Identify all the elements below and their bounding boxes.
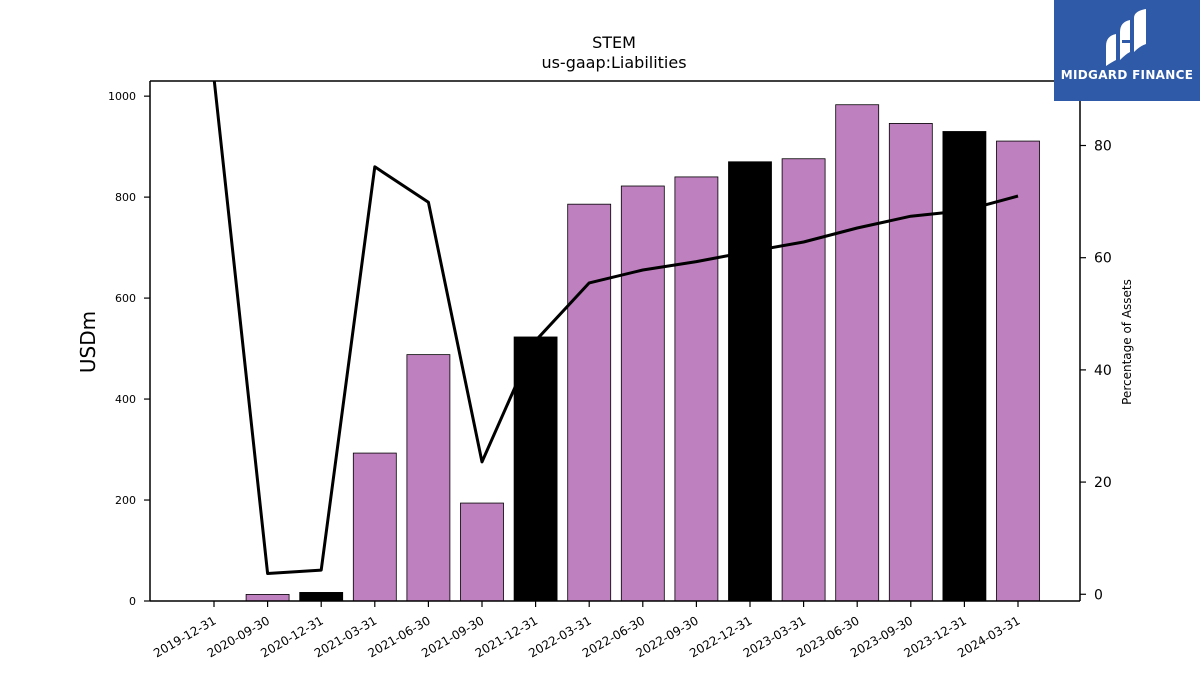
y-tick-label: 0: [129, 595, 136, 608]
bar-2023-09-30: [888, 123, 933, 602]
y2-tick-label: 80: [1094, 139, 1112, 155]
chart-subtitle: us-gaap:Liabilities: [541, 53, 686, 72]
bar-2022-06-30: [620, 185, 665, 602]
midgard-logo-icon: [1106, 9, 1146, 66]
y2-tick-label: 40: [1094, 363, 1112, 379]
y-axis-label: USDm: [76, 311, 100, 373]
y2-tick-label: 0: [1094, 587, 1103, 603]
bar-2020-12-31: [299, 592, 344, 602]
bar-2022-03-31: [567, 203, 612, 602]
bar-2021-09-30: [460, 502, 504, 602]
bar-2021-06-30: [406, 354, 451, 602]
y2-tick-label: 20: [1094, 475, 1112, 491]
bar-2024-03-31: [996, 140, 1040, 602]
brand-name: MIDGARD FINANCE: [1060, 68, 1194, 82]
y-tick-label: 1000: [108, 90, 136, 103]
bar-2022-12-31: [728, 161, 772, 602]
y-tick-label: 200: [115, 494, 136, 507]
bar-2021-12-31: [513, 336, 558, 602]
y2-axis-label: Percentage of Assets: [1120, 279, 1134, 405]
bar-2022-09-30: [674, 176, 719, 602]
brand-logo: MIDGARD FINANCE: [1054, 0, 1200, 101]
bar-2023-06-30: [835, 104, 880, 602]
bar-2020-09-30: [245, 594, 290, 602]
line-group: [212, 81, 1019, 575]
bar-2023-03-31: [781, 158, 826, 602]
percentage-of-assets-line: [212, 81, 1019, 575]
chart-title: STEM: [592, 33, 636, 52]
y-tick-label: 400: [115, 393, 136, 406]
bar-2021-03-31: [352, 452, 397, 602]
y2-tick-label: 60: [1094, 251, 1112, 267]
y-tick-label: 800: [115, 191, 136, 204]
bar-2023-12-31: [942, 131, 987, 602]
bar-group: [245, 104, 1040, 602]
y-tick-label: 600: [115, 292, 136, 305]
